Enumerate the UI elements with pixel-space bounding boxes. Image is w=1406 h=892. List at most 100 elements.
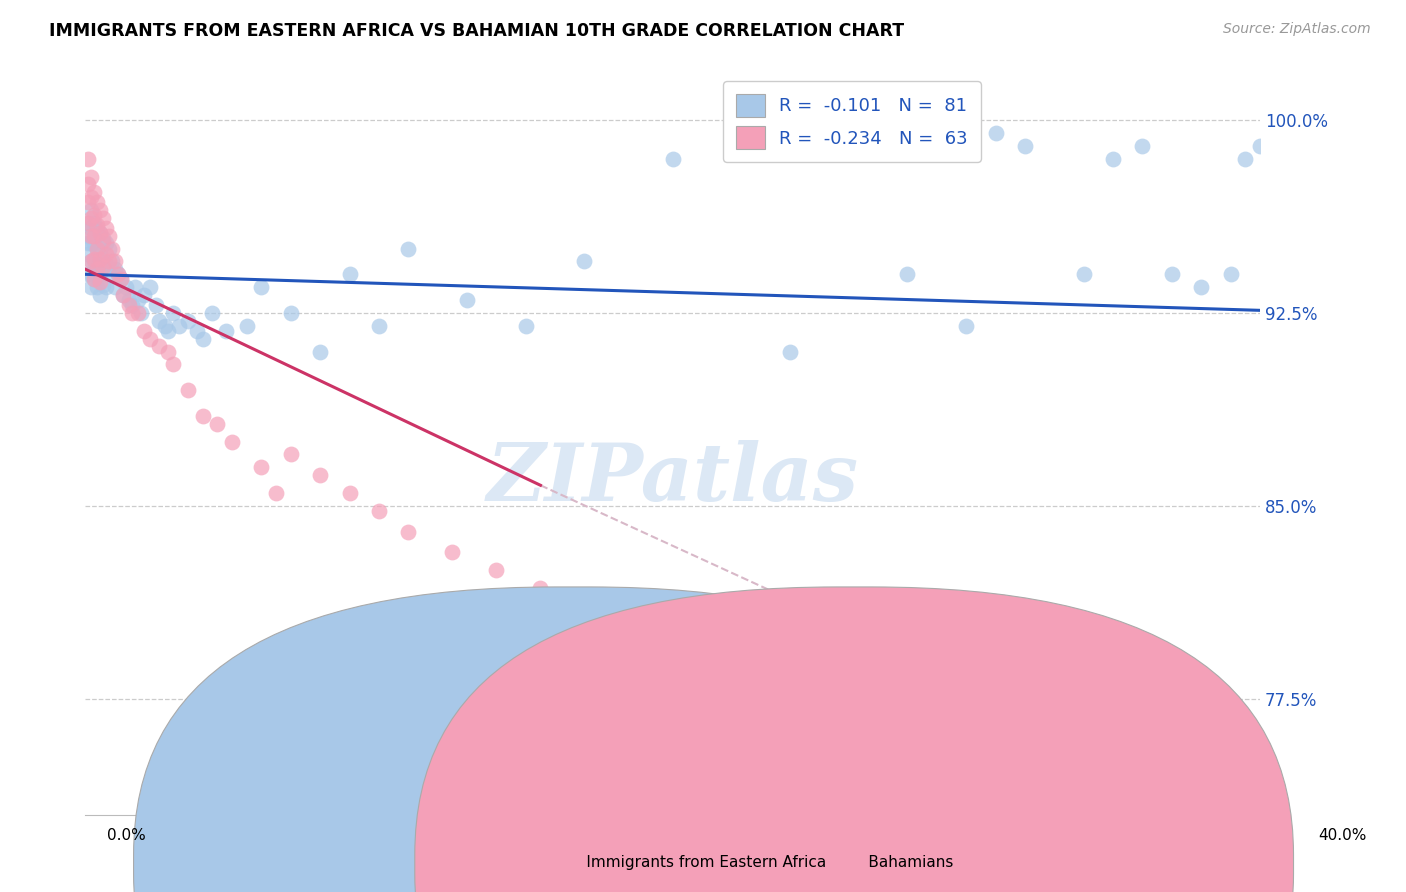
- Point: [162, 306, 184, 320]
- Point: [91, 234, 114, 248]
- Point: [107, 268, 129, 282]
- Point: [83, 254, 105, 268]
- Point: [574, 254, 596, 268]
- Point: [77, 268, 100, 282]
- Text: Source: ZipAtlas.com: Source: ZipAtlas.com: [1223, 22, 1371, 37]
- Point: [280, 447, 302, 461]
- Point: [339, 486, 361, 500]
- Point: [77, 152, 100, 166]
- Point: [250, 460, 273, 475]
- Point: [94, 236, 117, 251]
- Point: [1189, 280, 1212, 294]
- Point: [1160, 268, 1182, 282]
- Point: [127, 306, 149, 320]
- Point: [280, 306, 302, 320]
- Point: [86, 262, 108, 277]
- Point: [1219, 268, 1241, 282]
- Point: [86, 280, 108, 294]
- Point: [838, 717, 860, 731]
- Point: [94, 280, 117, 294]
- Point: [80, 169, 103, 184]
- Point: [94, 221, 117, 235]
- Point: [77, 216, 100, 230]
- Point: [779, 344, 801, 359]
- Point: [77, 216, 100, 230]
- Point: [83, 236, 105, 251]
- Point: [396, 242, 419, 256]
- Point: [94, 257, 117, 271]
- Point: [309, 467, 332, 482]
- Point: [132, 288, 155, 302]
- Point: [1014, 138, 1036, 153]
- Point: [80, 202, 103, 217]
- Point: [77, 178, 100, 192]
- Point: [118, 298, 141, 312]
- Point: [221, 434, 243, 449]
- Point: [127, 293, 149, 307]
- Point: [112, 288, 135, 302]
- Point: [77, 228, 100, 243]
- Text: IMMIGRANTS FROM EASTERN AFRICA VS BAHAMIAN 10TH GRADE CORRELATION CHART: IMMIGRANTS FROM EASTERN AFRICA VS BAHAMI…: [49, 22, 904, 40]
- Point: [456, 293, 478, 307]
- Point: [77, 246, 100, 260]
- Point: [89, 202, 111, 217]
- Point: [91, 260, 114, 274]
- Point: [148, 313, 170, 327]
- Point: [97, 268, 120, 282]
- Point: [215, 324, 238, 338]
- Point: [83, 208, 105, 222]
- Point: [89, 246, 111, 260]
- Point: [896, 268, 918, 282]
- Point: [86, 242, 108, 256]
- Point: [129, 306, 152, 320]
- Point: [779, 697, 801, 711]
- Point: [80, 268, 103, 282]
- Point: [110, 272, 132, 286]
- Point: [1234, 152, 1257, 166]
- Point: [200, 306, 222, 320]
- Point: [309, 344, 332, 359]
- Point: [191, 409, 214, 423]
- Point: [100, 242, 122, 256]
- Point: [121, 306, 143, 320]
- Point: [80, 254, 103, 268]
- Point: [107, 268, 129, 282]
- Point: [91, 277, 114, 292]
- Point: [91, 211, 114, 225]
- Point: [110, 272, 132, 286]
- Point: [162, 357, 184, 371]
- Point: [1132, 138, 1154, 153]
- Point: [368, 318, 391, 333]
- Point: [83, 228, 105, 243]
- Point: [86, 260, 108, 274]
- Point: [558, 601, 581, 615]
- Point: [83, 272, 105, 286]
- Point: [169, 318, 191, 333]
- Point: [139, 280, 162, 294]
- Point: [838, 126, 860, 140]
- Point: [145, 298, 167, 312]
- Text: ZIPatlas: ZIPatlas: [486, 440, 859, 517]
- Text: Bahamians: Bahamians: [844, 855, 953, 870]
- Point: [441, 545, 464, 559]
- Point: [83, 216, 105, 230]
- Point: [83, 252, 105, 266]
- Legend: R =  -0.101   N =  81, R =  -0.234   N =  63: R = -0.101 N = 81, R = -0.234 N = 63: [724, 81, 981, 162]
- Point: [177, 313, 200, 327]
- Point: [207, 417, 229, 431]
- Text: Immigrants from Eastern Africa: Immigrants from Eastern Africa: [562, 855, 827, 870]
- Point: [94, 246, 117, 260]
- Point: [735, 679, 758, 693]
- Point: [80, 221, 103, 235]
- Point: [191, 332, 214, 346]
- Point: [104, 262, 127, 277]
- Point: [156, 324, 179, 338]
- Point: [339, 268, 361, 282]
- Point: [115, 280, 138, 294]
- Point: [80, 228, 103, 243]
- Point: [1102, 152, 1125, 166]
- Point: [89, 288, 111, 302]
- Point: [77, 236, 100, 251]
- Point: [97, 254, 120, 268]
- Point: [80, 280, 103, 294]
